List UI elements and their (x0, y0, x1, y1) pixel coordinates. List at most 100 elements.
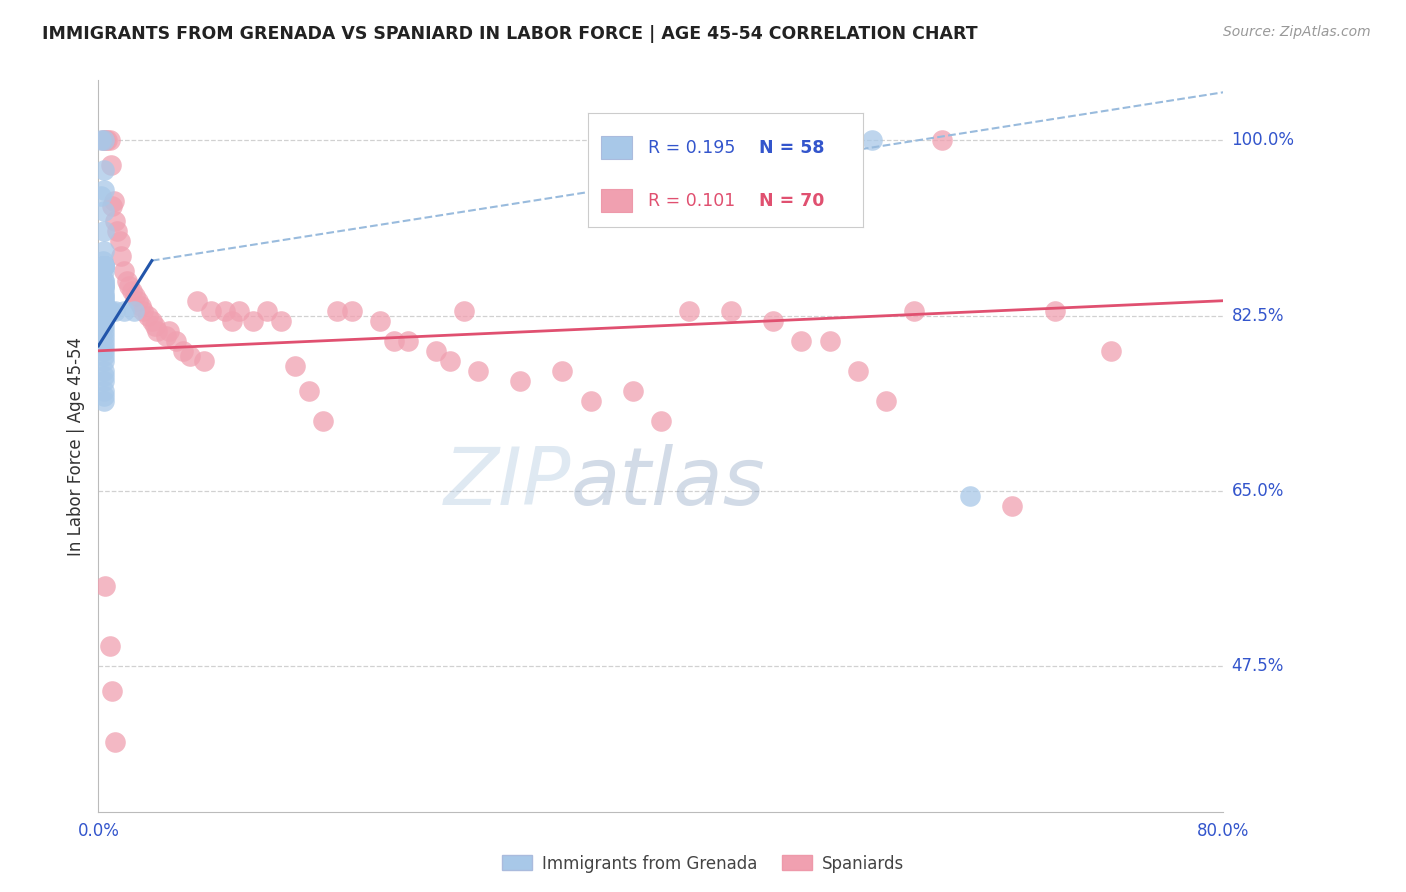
Point (93, 259, 115, 273)
Point (93, 299, 115, 313)
Point (93, 354, 115, 368)
Point (93, 278, 115, 293)
Point (93, 274, 115, 288)
Point (143, 318, 166, 333)
Point (93, 299, 115, 313)
Point (136, 309, 159, 323)
Point (112, 303, 135, 318)
Point (98, 303, 121, 318)
Point (94, 303, 117, 318)
Point (96, 133, 118, 147)
Point (104, 213, 127, 227)
Point (903, 303, 925, 318)
Point (93, 244, 115, 258)
Point (179, 349, 201, 363)
Point (94, 579, 117, 593)
Point (200, 303, 222, 318)
Point (93, 343, 115, 358)
Point (93, 203, 115, 218)
Point (100, 303, 122, 318)
Point (132, 303, 155, 318)
Point (453, 303, 475, 318)
Point (931, 133, 953, 147)
Point (790, 334, 813, 348)
Point (101, 198, 124, 212)
Point (129, 299, 152, 313)
Text: 65.0%: 65.0% (1232, 482, 1284, 500)
Point (298, 384, 321, 398)
Point (720, 303, 742, 318)
Point (1043, 303, 1066, 318)
Point (121, 284, 143, 298)
Point (93, 334, 115, 348)
Point (91, 133, 114, 147)
Point (93, 289, 115, 303)
Point (90, 133, 112, 147)
Point (93, 274, 115, 288)
Point (93, 133, 115, 147)
Point (467, 364, 489, 378)
Point (93, 324, 115, 338)
Point (172, 343, 194, 358)
Text: 47.5%: 47.5% (1232, 657, 1284, 675)
Point (91, 253, 114, 268)
Point (93, 368, 115, 383)
Point (621, 384, 644, 398)
Legend: Immigrants from Grenada, Spaniards: Immigrants from Grenada, Spaniards (495, 848, 911, 880)
Point (93, 284, 115, 298)
Point (93, 259, 115, 273)
Point (93, 259, 115, 273)
Point (93, 309, 115, 323)
Point (186, 293, 208, 308)
Text: 0.0%: 0.0% (77, 822, 120, 839)
Point (93, 318, 115, 333)
Text: 100.0%: 100.0% (1232, 131, 1295, 149)
Point (312, 414, 335, 428)
Point (93, 289, 115, 303)
Point (93, 349, 115, 363)
Point (860, 133, 883, 147)
Point (93, 384, 115, 398)
Point (122, 303, 145, 318)
Point (100, 158, 122, 172)
Point (762, 314, 785, 328)
Point (93, 223, 115, 237)
Point (228, 303, 250, 318)
Text: 80.0%: 80.0% (1197, 822, 1250, 839)
Point (1001, 499, 1024, 513)
Point (141, 314, 163, 328)
Point (155, 328, 177, 343)
Point (425, 343, 447, 358)
Point (439, 354, 461, 368)
Point (846, 364, 869, 378)
Point (127, 293, 149, 308)
Point (93, 393, 115, 408)
Point (101, 684, 124, 698)
Point (875, 393, 897, 408)
Point (93, 278, 115, 293)
Point (93, 259, 115, 273)
Point (93, 293, 115, 308)
Point (959, 489, 981, 503)
Point (146, 324, 169, 338)
Point (382, 334, 405, 348)
Point (579, 393, 602, 408)
Point (93, 299, 115, 313)
Text: Source: ZipAtlas.com: Source: ZipAtlas.com (1223, 25, 1371, 39)
Point (340, 303, 363, 318)
Point (678, 303, 700, 318)
Point (97, 303, 120, 318)
Point (368, 314, 391, 328)
Point (104, 734, 127, 748)
Point (1099, 343, 1122, 358)
Point (93, 314, 115, 328)
Point (93, 259, 115, 273)
Point (214, 303, 236, 318)
Point (93, 278, 115, 293)
Point (93, 293, 115, 308)
Point (165, 334, 187, 348)
Point (93, 263, 115, 277)
Point (98, 133, 121, 147)
Point (242, 314, 264, 328)
Point (93, 339, 115, 353)
